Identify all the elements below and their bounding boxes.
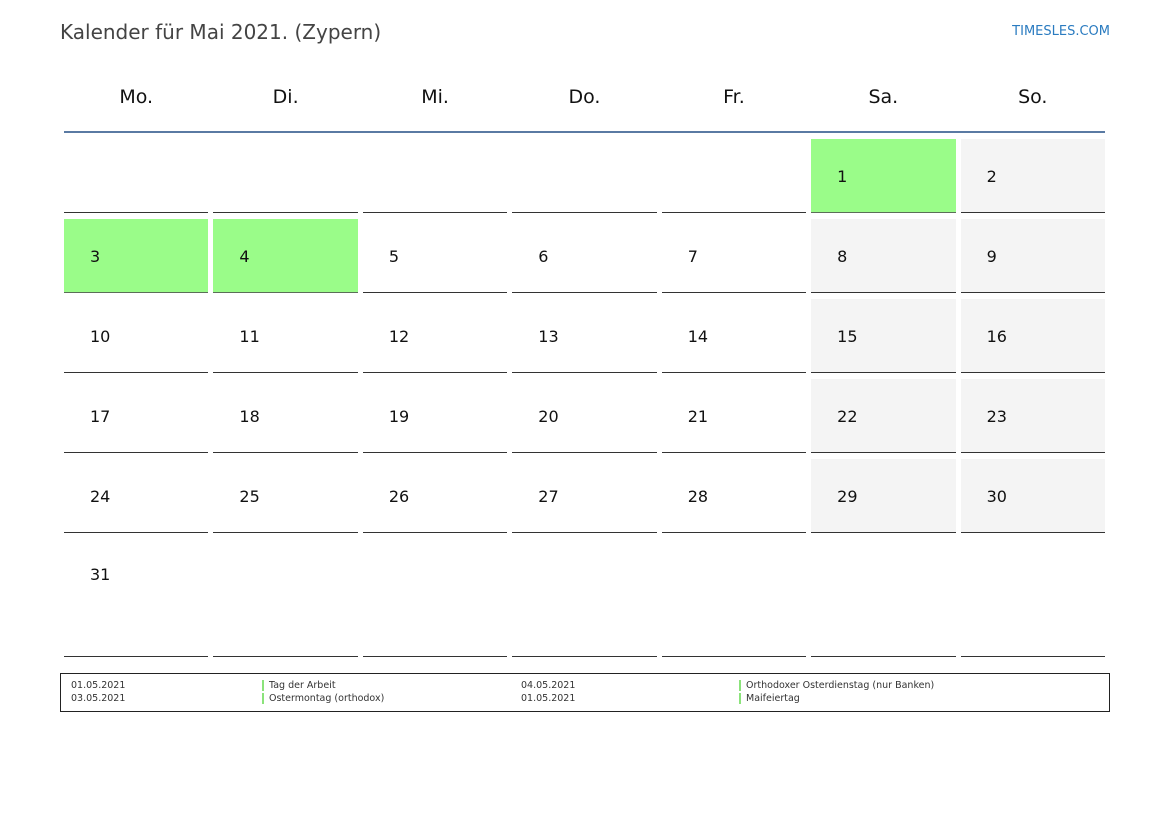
day-cell-6[interactable]: 6 [512, 219, 657, 293]
day-cell-28[interactable]: 28 [661, 459, 807, 533]
legend-name: Orthodoxer Osterdienstag (nur Banken) [746, 680, 935, 691]
holiday-marker [739, 693, 741, 704]
day-cell-14[interactable]: 14 [661, 299, 807, 373]
legend-date: 04.05.2021 [521, 680, 576, 691]
day-cell-17[interactable]: 17 [64, 379, 209, 453]
day-number: 22 [837, 407, 858, 426]
empty-day-cell [960, 539, 1105, 657]
day-cell-5[interactable]: 5 [362, 219, 508, 293]
day-cell-13[interactable]: 13 [512, 299, 657, 373]
weekday-tue: Di. [272, 86, 299, 108]
day-cell-23[interactable]: 23 [960, 379, 1105, 453]
empty-day-cell [64, 139, 209, 213]
day-number: 24 [90, 487, 111, 506]
day-cell-20[interactable]: 20 [512, 379, 657, 453]
day-number: 3 [90, 247, 101, 266]
day-number: 9 [986, 247, 997, 266]
holiday-legend: 01.05.2021 03.05.2021 Tag der Arbeit Ost… [60, 673, 1110, 712]
day-cell-24[interactable]: 24 [64, 459, 209, 533]
legend-name: Maifeiertag [746, 693, 800, 704]
day-cell-31[interactable]: 31 [64, 539, 209, 657]
day-cell-1[interactable]: 1 [811, 139, 956, 213]
empty-day-cell [213, 139, 358, 213]
calendar-grid: 1 2 3 4 5 6 7 8 9 10 11 12 13 14 15 16 17 18 19 20 21 22 23 24 2… [64, 139, 1105, 657]
day-number: 14 [687, 327, 709, 346]
day-number: 13 [538, 327, 559, 346]
day-cell-26[interactable]: 26 [362, 459, 508, 533]
day-number: 31 [90, 565, 111, 584]
day-number: 5 [388, 247, 400, 266]
day-number: 2 [986, 167, 997, 186]
holiday-marker [739, 680, 741, 691]
empty-day-cell [362, 139, 508, 213]
weekday-wed: Mi. [421, 86, 449, 108]
day-number: 27 [538, 487, 559, 506]
day-number: 21 [687, 407, 709, 426]
weekday-header: Mo. Di. Mi. Do. Fr. Sa. So. [64, 86, 1105, 108]
weekday-sat: Sa. [868, 86, 899, 108]
day-number: 11 [239, 327, 260, 346]
empty-day-cell [213, 539, 358, 657]
day-number: 7 [687, 247, 698, 266]
day-cell-10[interactable]: 10 [64, 299, 209, 373]
weekday-fri: Fr. [723, 86, 745, 108]
legend-date: 01.05.2021 [71, 680, 126, 691]
day-cell-29[interactable]: 29 [811, 459, 956, 533]
day-cell-19[interactable]: 19 [362, 379, 508, 453]
weekday-sun: So. [1018, 86, 1048, 108]
brand-link[interactable]: TIMESLES.COM [1012, 24, 1110, 39]
day-cell-7[interactable]: 7 [661, 219, 807, 293]
day-cell-11[interactable]: 11 [213, 299, 358, 373]
day-number: 30 [986, 487, 1007, 506]
day-cell-3[interactable]: 3 [64, 219, 209, 293]
day-number: 29 [837, 487, 858, 506]
day-number: 19 [388, 407, 410, 426]
day-number: 15 [837, 327, 858, 346]
day-cell-25[interactable]: 25 [213, 459, 358, 533]
weekday-mon: Mo. [119, 86, 154, 108]
day-number: 23 [986, 407, 1007, 426]
day-cell-21[interactable]: 21 [661, 379, 807, 453]
day-cell-4[interactable]: 4 [213, 219, 358, 293]
header-divider [64, 131, 1105, 133]
legend-name: Ostermontag (orthodox) [269, 693, 385, 704]
day-cell-9[interactable]: 9 [960, 219, 1105, 293]
day-cell-30[interactable]: 30 [960, 459, 1105, 533]
legend-date: 01.05.2021 [521, 693, 576, 704]
empty-day-cell [661, 139, 807, 213]
legend-date: 03.05.2021 [71, 693, 126, 704]
empty-day-cell [362, 539, 508, 657]
day-number: 16 [986, 327, 1007, 346]
weekday-thu: Do. [568, 86, 601, 108]
empty-day-cell [512, 139, 657, 213]
page-title: Kalender für Mai 2021. (Zypern) [60, 20, 382, 44]
day-number: 28 [687, 487, 709, 506]
day-cell-16[interactable]: 16 [960, 299, 1105, 373]
day-number: 6 [538, 247, 549, 266]
holiday-marker [262, 693, 264, 704]
day-cell-15[interactable]: 15 [811, 299, 956, 373]
day-number: 10 [90, 327, 111, 346]
day-number: 20 [538, 407, 559, 426]
empty-day-cell [661, 539, 807, 657]
empty-day-cell [512, 539, 657, 657]
day-number: 18 [239, 407, 260, 426]
holiday-marker [262, 680, 264, 691]
day-cell-22[interactable]: 22 [811, 379, 956, 453]
day-number: 26 [388, 487, 410, 506]
day-cell-2[interactable]: 2 [960, 139, 1105, 213]
day-number: 8 [837, 247, 848, 266]
day-number: 17 [90, 407, 111, 426]
day-number: 25 [239, 487, 260, 506]
day-cell-12[interactable]: 12 [362, 299, 508, 373]
day-cell-18[interactable]: 18 [213, 379, 358, 453]
day-number: 4 [239, 247, 250, 266]
day-cell-8[interactable]: 8 [811, 219, 956, 293]
day-number: 1 [837, 167, 848, 186]
day-cell-27[interactable]: 27 [512, 459, 657, 533]
day-number: 12 [388, 327, 410, 346]
empty-day-cell [811, 539, 956, 657]
legend-name: Tag der Arbeit [269, 680, 336, 691]
